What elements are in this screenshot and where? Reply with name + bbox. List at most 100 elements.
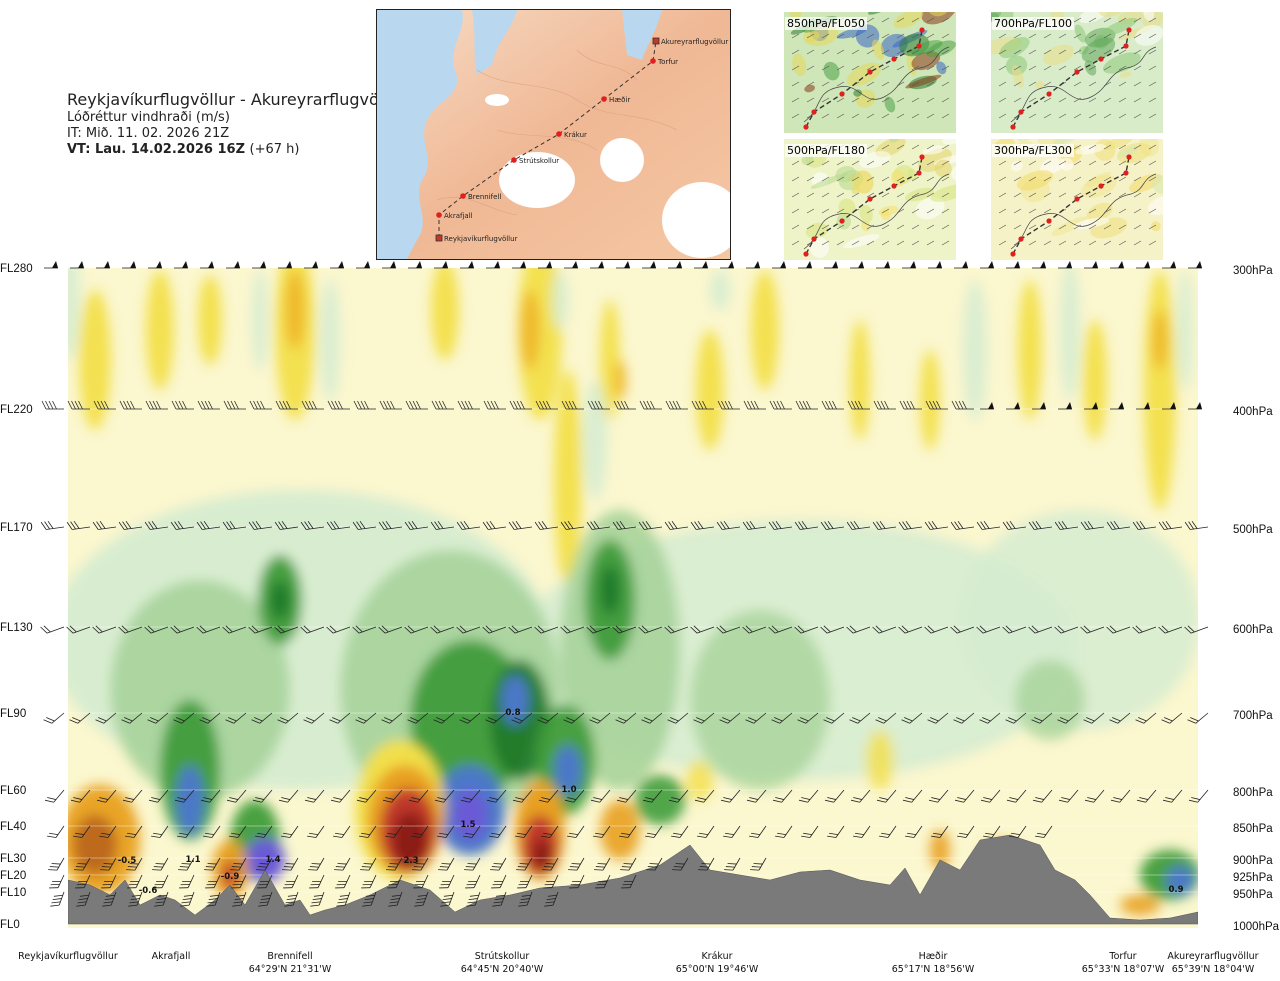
wind-barb xyxy=(382,789,403,803)
barb-feather xyxy=(619,797,629,800)
level-map-700[interactable]: 700hPa/FL100 xyxy=(991,12,1163,133)
barb-staff xyxy=(937,789,949,803)
barb-pennant xyxy=(1144,261,1150,268)
barb-feather xyxy=(570,884,580,886)
wind-barb xyxy=(638,625,663,634)
waypoint-marker xyxy=(1018,109,1024,115)
barb-staff xyxy=(495,789,507,803)
barb-feather xyxy=(44,521,50,530)
mini-barb xyxy=(896,97,905,103)
downdraft-streak xyxy=(1083,320,1107,440)
level-map-850-label: 850hPa/FL050 xyxy=(785,17,868,30)
waypoint-label: Hæðir xyxy=(609,96,630,104)
barb-staff xyxy=(1138,526,1157,530)
waypoint-marker xyxy=(1018,236,1024,242)
wind-barb xyxy=(518,891,533,907)
right-axis-label: 900hPa xyxy=(1233,855,1273,867)
barb-pennant xyxy=(286,261,292,268)
barb-feather xyxy=(50,884,60,886)
barb-feather xyxy=(313,894,323,897)
barb-feather xyxy=(644,717,653,722)
barb-feather xyxy=(494,898,504,900)
mini-barb xyxy=(896,49,905,55)
barb-feather xyxy=(334,869,344,871)
barb-feather xyxy=(260,400,265,410)
barb-staff xyxy=(521,789,533,803)
barb-feather xyxy=(147,625,155,633)
waypoint-label: Akureyrarflugvöllur xyxy=(661,38,728,46)
field-patch xyxy=(925,40,956,58)
barb-feather xyxy=(905,520,912,529)
downdraft-streak xyxy=(850,320,870,440)
barb-feather xyxy=(358,717,367,722)
wind-barb xyxy=(386,857,403,871)
barb-feather xyxy=(695,400,700,410)
barb-feather xyxy=(48,869,58,871)
barb-feather xyxy=(338,400,343,410)
waypoint-marker xyxy=(1123,170,1129,176)
barb-feather xyxy=(104,880,114,882)
coastline xyxy=(803,46,950,123)
mini-barb xyxy=(1103,113,1112,119)
mini-barb xyxy=(1133,144,1142,150)
barb-feather xyxy=(1058,521,1064,530)
barb-feather xyxy=(104,400,109,410)
glacier-4 xyxy=(485,94,509,106)
barb-staff xyxy=(311,712,325,724)
barb-feather xyxy=(234,898,244,900)
barb-staff xyxy=(758,857,767,871)
barb-feather xyxy=(174,521,180,530)
barb-staff xyxy=(237,825,247,838)
barb-feather xyxy=(872,521,879,530)
barb-feather xyxy=(102,884,112,886)
barb-staff xyxy=(462,626,481,634)
mini-barb xyxy=(896,224,905,230)
mini-barb xyxy=(806,33,815,39)
barb-feather xyxy=(67,400,73,410)
mini-barb xyxy=(806,208,815,214)
barb-staff xyxy=(332,526,351,530)
barb-feather xyxy=(701,863,711,865)
barb-staff xyxy=(757,825,767,838)
barb-staff xyxy=(809,825,819,838)
barb-feather xyxy=(899,400,905,410)
barb-feather xyxy=(463,835,473,838)
wind-barb xyxy=(1136,402,1150,410)
barb-staff xyxy=(525,874,533,888)
wind-barb xyxy=(690,625,715,634)
barb-staff xyxy=(471,825,481,838)
wind-barb xyxy=(925,400,948,410)
mini-barb xyxy=(1058,97,1067,103)
mini-barb xyxy=(1133,49,1142,55)
wind-barb xyxy=(595,874,611,889)
barb-staff xyxy=(1034,626,1053,634)
level-map-300[interactable]: 300hPa/FL300 xyxy=(991,139,1163,260)
level-map-850[interactable]: 850hPa/FL050 xyxy=(784,12,956,133)
level-map-500[interactable]: 500hPa/FL180 xyxy=(784,139,956,260)
barb-feather xyxy=(355,625,363,633)
barb-feather xyxy=(716,521,723,530)
barb-staff xyxy=(159,825,169,838)
barb-feather xyxy=(724,400,730,410)
barb-staff xyxy=(913,825,923,838)
barb-staff xyxy=(396,891,403,906)
barb-feather xyxy=(363,863,373,865)
barb-feather xyxy=(309,832,319,835)
barb-feather xyxy=(825,400,830,410)
field-patch xyxy=(1081,37,1116,63)
barb-staff xyxy=(133,825,143,838)
barb-feather xyxy=(590,799,600,803)
right-axis-label: 850hPa xyxy=(1233,823,1273,835)
barb-feather xyxy=(78,400,83,410)
barb-feather xyxy=(1061,520,1068,529)
wind-barb xyxy=(256,857,273,871)
barb-feather xyxy=(155,863,165,865)
barb-feather xyxy=(258,884,268,886)
barb-feather xyxy=(180,884,190,886)
barb-staff xyxy=(389,712,403,724)
barb-feather xyxy=(775,835,785,838)
barb-feather xyxy=(569,832,579,835)
barb-staff xyxy=(264,857,273,871)
wind-barb xyxy=(404,625,429,634)
wind-barb xyxy=(771,712,793,724)
